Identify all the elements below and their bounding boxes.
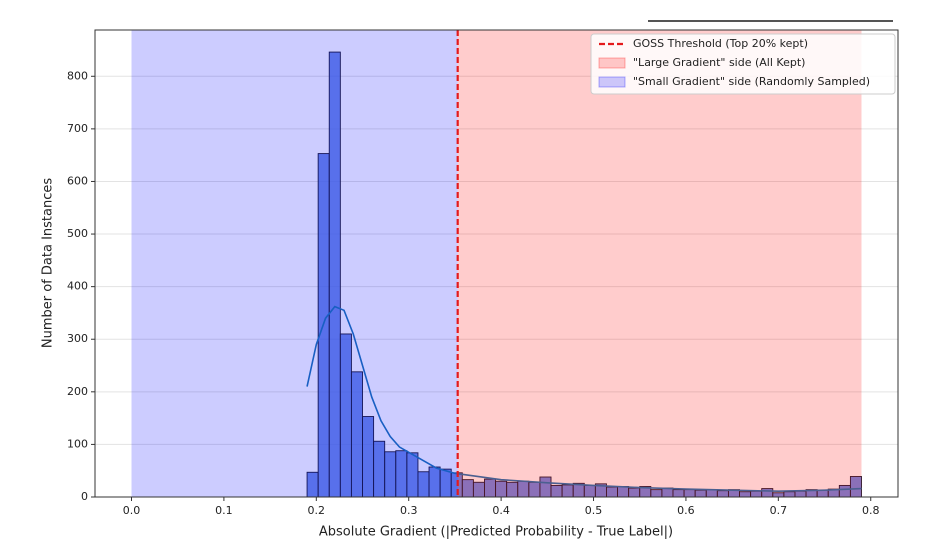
- x-tick-label: 0.6: [677, 504, 695, 517]
- legend-label: "Small Gradient" side (Randomly Sampled): [633, 75, 870, 88]
- legend-label: GOSS Threshold (Top 20% kept): [633, 37, 808, 50]
- x-tick-label: 0.8: [862, 504, 880, 517]
- y-tick-label: 800: [67, 69, 88, 82]
- y-tick-label: 0: [81, 490, 88, 503]
- axes-frame: [94, 29, 899, 498]
- x-tick-label: 0.7: [770, 504, 788, 517]
- y-tick-label: 100: [67, 437, 88, 450]
- x-tick-label: 0.1: [215, 504, 233, 517]
- legend-handle: [598, 76, 626, 88]
- y-tick-label: 400: [67, 280, 88, 293]
- x-tick-label: 0.0: [123, 504, 141, 517]
- legend-box: [590, 33, 896, 95]
- x-axis-label: Absolute Gradient (|Predicted Probabilit…: [319, 525, 673, 540]
- x-tick-label: 0.4: [492, 504, 510, 517]
- y-tick-label: 600: [67, 174, 88, 187]
- x-tick-label: 0.3: [400, 504, 418, 517]
- span: [131, 30, 458, 497]
- x-tick-label: 0.5: [585, 504, 603, 517]
- y-tick-label: 200: [67, 385, 88, 398]
- span: [457, 30, 862, 497]
- legend-handle: [598, 57, 626, 69]
- y-tick-label: 700: [67, 122, 88, 135]
- legend-label: "Large Gradient" side (All Kept): [633, 56, 805, 69]
- x-tick-label: 0.2: [308, 504, 326, 517]
- kde-line: [306, 305, 862, 493]
- y-tick-label: 500: [67, 227, 88, 240]
- y-tick-label: 300: [67, 332, 88, 345]
- y-axis-label: Number of Data Instances: [41, 178, 56, 348]
